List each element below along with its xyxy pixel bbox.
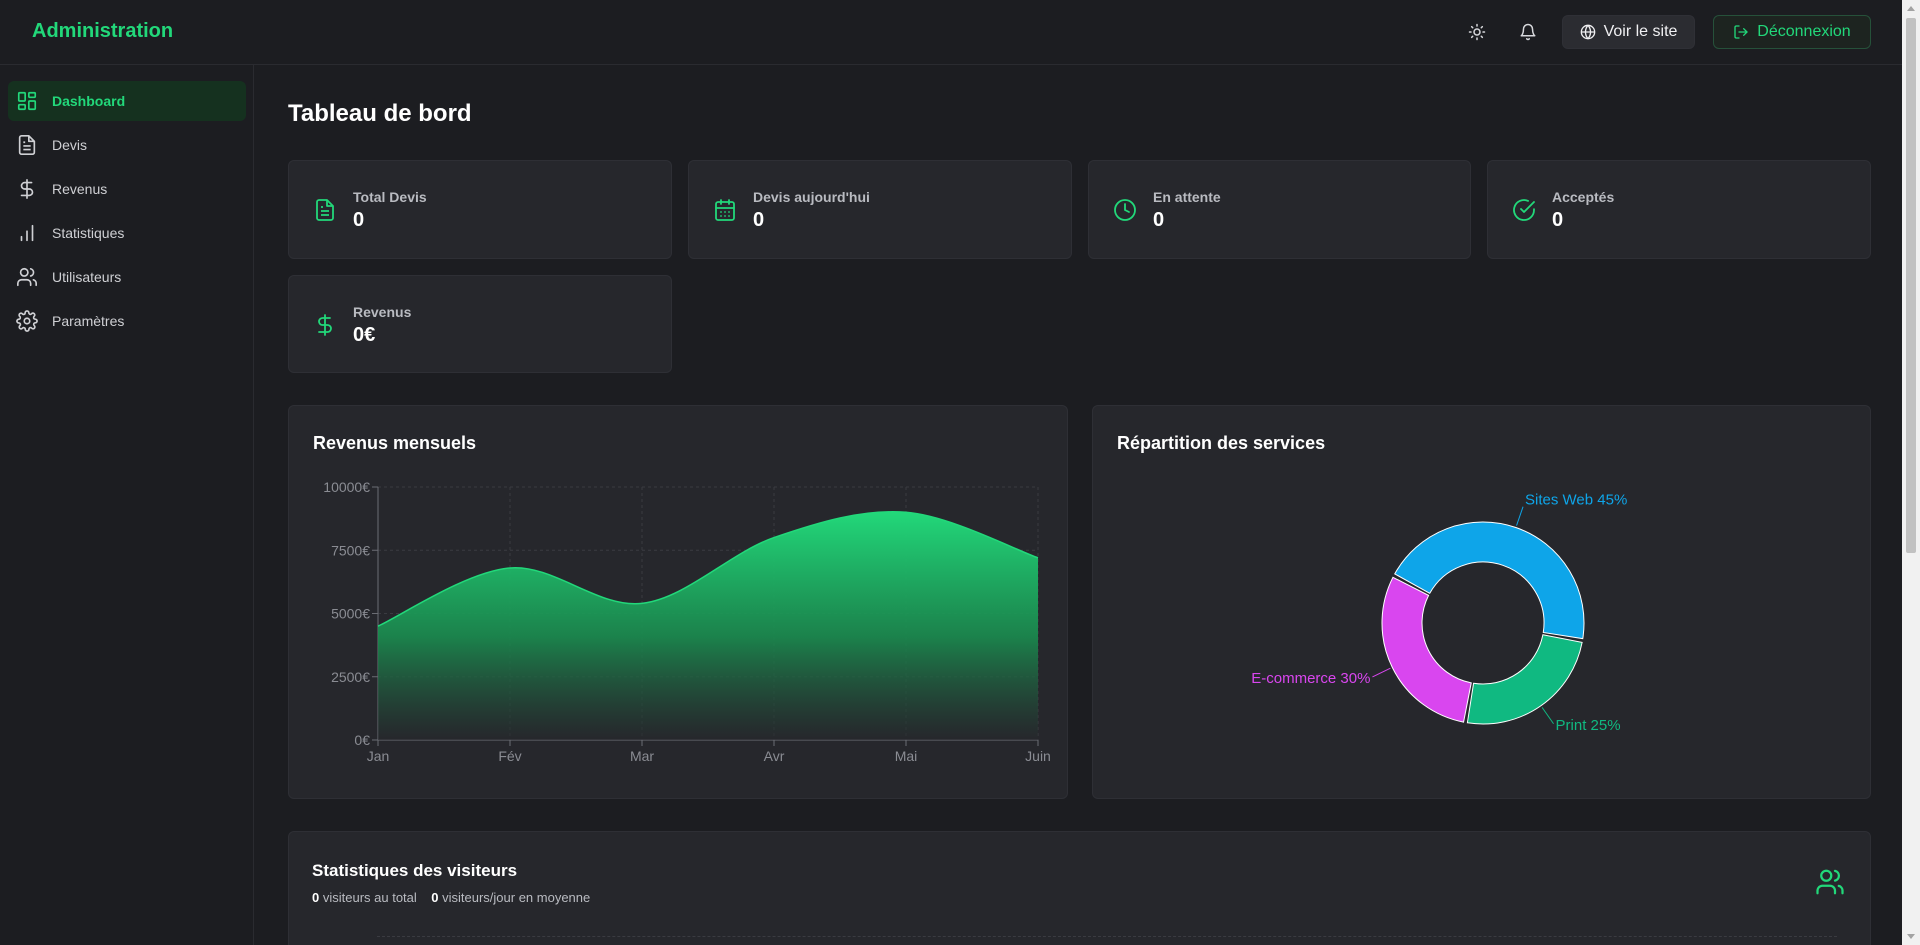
visitors-per-day-label: visiteurs/jour en moyenne xyxy=(442,890,591,905)
logout-label: Déconnexion xyxy=(1757,23,1851,40)
sun-icon[interactable] xyxy=(1462,17,1492,47)
page-scrollbar[interactable] xyxy=(1902,0,1920,945)
sidebar-item-label: Statistiques xyxy=(52,225,125,241)
stat-value: 0 xyxy=(1153,209,1165,231)
panel-title: Répartition des services xyxy=(1117,433,1326,453)
slice-label: Print 25% xyxy=(1556,717,1621,734)
dollar-icon xyxy=(20,179,34,199)
slice-label-leader xyxy=(1516,506,1524,526)
sidebar-item-revenus[interactable]: Revenus xyxy=(8,169,246,209)
stat-label: Total Devis xyxy=(353,189,427,205)
sidebar-item-devis[interactable]: Devis xyxy=(8,125,246,165)
x-tick-label: Avr xyxy=(764,748,785,764)
services-panel: Répartition des services Sites Web 45% Pr… xyxy=(1092,405,1871,799)
globe-icon xyxy=(1580,24,1595,40)
sidebar-item-label: Revenus xyxy=(52,181,108,197)
y-tick-label: 5000€ xyxy=(331,606,370,622)
scroll-up-arrow[interactable] xyxy=(1907,6,1915,11)
visitors-total-label: visiteurs au total xyxy=(322,890,417,905)
bar-chart-icon xyxy=(20,224,34,242)
stat-card-pending: En attente 0 xyxy=(1088,160,1471,259)
check-circle-icon xyxy=(1513,199,1535,221)
slice-label-leader xyxy=(1541,707,1554,725)
stat-value: 0 xyxy=(1552,209,1564,231)
visitors-per-day: 0 xyxy=(431,890,439,905)
services-donut-chart: Sites Web 45% Print 25% E-commerce 30% xyxy=(1251,492,1627,734)
revenue-panel: Revenus mensuels 0€ 2500€ 5000€ 7500€ 10000€… xyxy=(288,405,1068,799)
gear-icon xyxy=(16,310,38,332)
pie-slice[interactable] xyxy=(1381,576,1472,723)
dollar-icon xyxy=(318,314,332,336)
users-icon xyxy=(17,267,37,287)
stat-card-total-devis: Total Devis 0 xyxy=(288,160,672,259)
stat-value: 0 xyxy=(753,209,765,231)
sidebar-item-parametres[interactable]: Paramètres xyxy=(8,301,246,341)
pie-slice[interactable] xyxy=(1466,634,1583,725)
sidebar-item-label: Paramètres xyxy=(52,313,125,329)
top-header: Administration Voir le site Déconnexion xyxy=(0,0,1902,65)
visitors-total: 0 xyxy=(312,890,320,905)
stat-label: Revenus xyxy=(353,304,412,320)
y-tick-label: 10000€ xyxy=(323,479,370,495)
stat-label: En attente xyxy=(1153,189,1221,205)
stat-value: 0 xyxy=(353,209,365,231)
y-tick-label: 0€ xyxy=(354,732,370,748)
x-tick-label: Juin xyxy=(1025,748,1051,764)
slice-label-leader xyxy=(1372,667,1391,678)
panel-title: Statistiques des visiteurs xyxy=(312,861,518,880)
logout-icon xyxy=(1734,25,1748,39)
sidebar-item-utilisateurs[interactable]: Utilisateurs xyxy=(8,257,246,297)
file-text-icon xyxy=(18,135,36,155)
file-text-icon xyxy=(316,199,334,221)
view-site-button[interactable]: Voir le site xyxy=(1562,15,1695,49)
brand-title: Administration xyxy=(32,20,174,42)
slice-label: E-commerce 30% xyxy=(1251,670,1370,687)
y-tick-label: 2500€ xyxy=(331,669,370,685)
y-tick-label: 7500€ xyxy=(331,542,370,558)
visitors-panel: Statistiques des visiteurs 0 visiteurs a… xyxy=(288,831,1871,945)
slice-label: Sites Web 45% xyxy=(1525,492,1627,509)
scroll-thumb[interactable] xyxy=(1906,18,1916,553)
visitors-summary: 0 visiteurs au total 0 visiteurs/jour en… xyxy=(312,890,590,905)
x-tick-label: Fév xyxy=(498,748,521,764)
stat-card-devis-today: Devis aujourd'hui 0 xyxy=(688,160,1072,259)
sidebar-item-label: Dashboard xyxy=(52,93,126,109)
bell-icon[interactable] xyxy=(1513,17,1543,47)
scroll-down-arrow[interactable] xyxy=(1907,934,1915,939)
panel-title: Revenus mensuels xyxy=(313,433,477,453)
sidebar-item-label: Utilisateurs xyxy=(52,269,122,285)
logout-button[interactable]: Déconnexion xyxy=(1713,15,1871,49)
stat-card-revenue: Revenus 0€ xyxy=(288,275,672,373)
dashboard-icon xyxy=(17,91,37,111)
stat-card-accepted: Acceptés 0 xyxy=(1487,160,1871,259)
x-tick-label: Jan xyxy=(367,748,390,764)
revenue-area-chart: 0€ 2500€ 5000€ 7500€ 10000€ Jan Fév Mar Avr Mai Ju… xyxy=(323,479,1051,764)
stat-label: Devis aujourd'hui xyxy=(753,189,870,205)
sidebar-item-label: Devis xyxy=(52,137,88,153)
sidebar: Dashboard Devis Revenus Statistiques Uti… xyxy=(0,65,254,945)
sidebar-item-statistiques[interactable]: Statistiques xyxy=(8,213,246,253)
stat-value: 0€ xyxy=(353,324,376,346)
users-icon xyxy=(1816,869,1844,895)
stat-label: Acceptés xyxy=(1552,189,1615,205)
revenue-area xyxy=(378,511,1038,740)
sidebar-item-dashboard[interactable]: Dashboard xyxy=(8,81,246,121)
clock-icon xyxy=(1114,199,1136,221)
x-tick-label: Mar xyxy=(630,748,654,764)
pie-slice[interactable] xyxy=(1394,521,1585,640)
x-tick-label: Mai xyxy=(895,748,918,764)
view-site-label: Voir le site xyxy=(1603,23,1678,40)
page-title: Tableau de bord xyxy=(288,100,472,127)
chart-gridline xyxy=(377,936,1837,937)
revenue-line xyxy=(377,511,1039,627)
calendar-icon xyxy=(715,199,735,221)
